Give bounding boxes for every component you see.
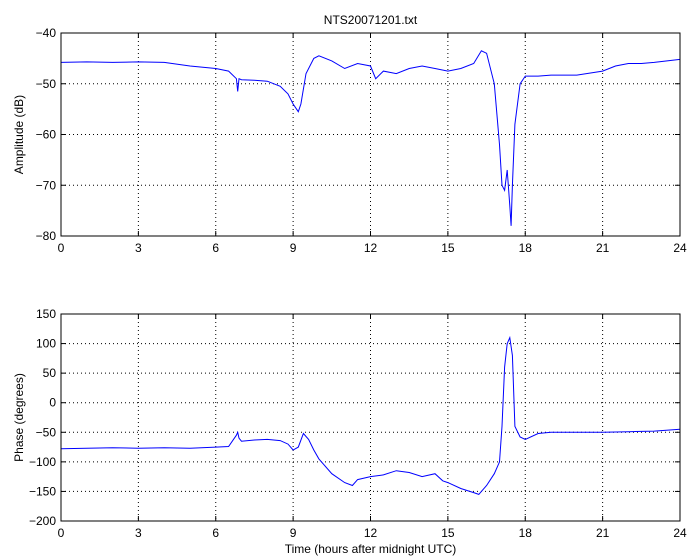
y-tick-label: −60 [36,128,57,142]
x-tick-label: 21 [596,526,610,540]
x-tick-label: 21 [596,241,610,255]
amplitude-y-axis-label: Amplitude (dB) [12,95,26,174]
x-tick-label: 15 [441,526,455,540]
y-tick-label: −50 [36,425,57,439]
phase-grid [61,314,680,521]
y-tick-label: −50 [36,77,57,91]
phase-axes-box [60,313,681,522]
y-tick-label: −150 [29,484,56,498]
y-tick-label: 50 [43,366,57,380]
x-tick-label: 12 [364,526,378,540]
x-tick-label: 0 [58,526,65,540]
x-tick-label: 24 [673,241,687,255]
y-tick-label: 150 [36,307,56,321]
x-tick-label: 12 [364,241,378,255]
x-tick-label: 24 [673,526,687,540]
phase-plot: 0 3 6 9 12 15 18 21 24 −200 −150 −100 −50 0 50 100 150 P… [12,307,687,556]
phase-series-line [60,335,681,495]
x-tick-label: 9 [290,241,297,255]
chart-title: NTS20071201.txt [324,13,418,27]
y-tick-label: −70 [36,178,57,192]
x-tick-label: 6 [212,241,219,255]
x-tick-label: 0 [58,241,65,255]
y-tick-label: −80 [36,229,57,243]
x-tick-label: 9 [290,526,297,540]
y-tick-label: −40 [36,26,57,40]
x-tick-label: 18 [519,241,533,255]
amplitude-plot: NTS20071201.txt 0 3 6 9 12 15 18 21 24 −80 −70 −60 −… [12,13,687,255]
amplitude-axes-box [60,32,681,237]
x-tick-label: 6 [212,526,219,540]
x-tick-label: 3 [135,526,142,540]
y-tick-label: −100 [29,455,56,469]
phase-y-axis-label: Phase (degrees) [12,373,26,462]
x-tick-label: 15 [441,241,455,255]
y-tick-label: 100 [36,337,56,351]
y-tick-label: 0 [49,396,56,410]
amplitude-ticks: 0 3 6 9 12 15 18 21 24 −80 −70 −60 −50 −40 [36,26,687,255]
y-tick-label: −200 [29,514,56,528]
amplitude-series-line [60,50,681,226]
time-x-axis-label: Time (hours after midnight UTC) [285,542,457,556]
x-tick-label: 3 [135,241,142,255]
phase-ticks: 0 3 6 9 12 15 18 21 24 −200 −150 −100 −50 0 50 100 150 [29,307,687,540]
x-tick-label: 18 [519,526,533,540]
